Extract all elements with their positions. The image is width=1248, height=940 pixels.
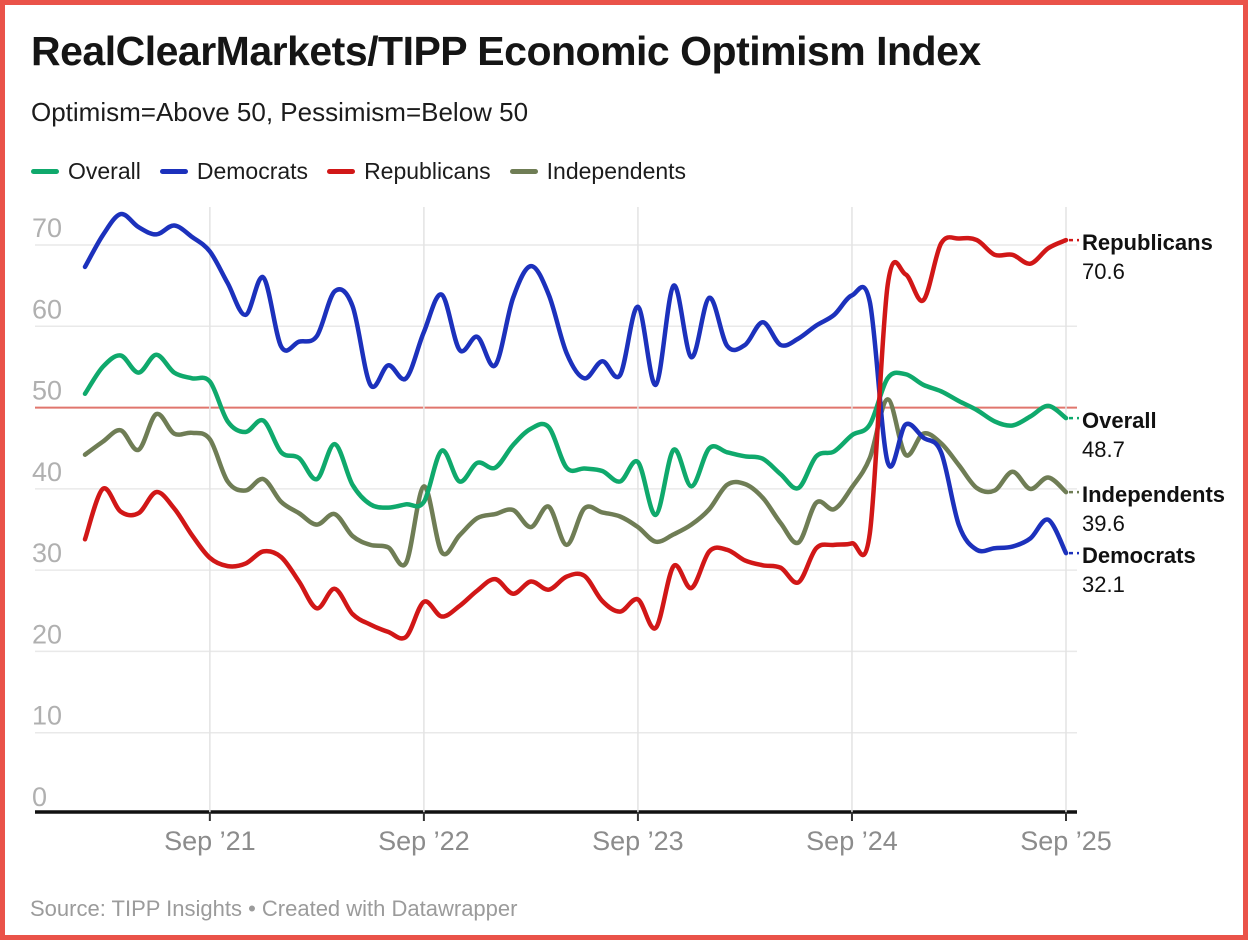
x-tick-label: Sep ’22 — [378, 826, 470, 856]
page-title: RealClearMarkets/TIPP Economic Optimism … — [31, 28, 981, 74]
overall-swatch-icon — [31, 169, 59, 174]
legend-item-independents: Independents — [509, 158, 687, 185]
line-chart: 0 10 20 30 40 50 60 70 Sep ’21 Sep ’22 Sep ’23 Sep … — [32, 207, 1112, 856]
end-label-series-value: 48.7 — [1082, 437, 1125, 463]
legend-item-overall: Overall — [31, 158, 141, 185]
end-label-independents: Independents 39.6 — [1082, 480, 1243, 538]
y-tick-label: 20 — [32, 619, 62, 649]
legend-label: Overall — [68, 158, 141, 184]
series-line-republicans — [82, 235, 1069, 641]
republicans-swatch-icon — [327, 169, 356, 174]
end-label-democrats: Democrats 32.1 — [1082, 541, 1243, 599]
series-line-independents — [82, 397, 1069, 568]
legend-label: Democrats — [196, 158, 309, 184]
legend-label: Republicans — [364, 158, 491, 184]
end-label-overall: Overall 48.7 — [1082, 406, 1243, 464]
y-tick-label: 40 — [32, 457, 62, 487]
y-tick-label: 0 — [32, 782, 47, 812]
series-line-overall — [82, 352, 1069, 518]
y-tick-label: 10 — [32, 701, 62, 731]
democrats-swatch-icon — [159, 169, 188, 174]
y-tick-label: 70 — [32, 213, 62, 243]
independents-swatch-icon — [509, 169, 538, 174]
legend-item-republicans: Republicans — [327, 158, 491, 185]
x-tick-label: Sep ’24 — [806, 826, 898, 856]
series-line-democrats — [82, 211, 1069, 556]
end-label-series-name: Republicans — [1082, 230, 1213, 256]
legend: Overall Democrats Republicans Independen… — [31, 158, 686, 185]
end-label-series-name: Democrats — [1082, 543, 1196, 569]
y-tick-label: 30 — [32, 538, 62, 568]
end-label-series-value: 32.1 — [1082, 572, 1125, 598]
y-tick-label: 50 — [32, 376, 62, 406]
x-tick-label: Sep ’21 — [164, 826, 256, 856]
end-label-series-value: 39.6 — [1082, 511, 1125, 537]
end-label-republicans: Republicans 70.6 — [1082, 228, 1243, 286]
source-note: Source: TIPP Insights • Created with Dat… — [30, 896, 518, 921]
chart-subtitle: Optimism=Above 50, Pessimism=Below 50 — [31, 97, 529, 127]
end-label-series-name: Overall — [1082, 408, 1157, 434]
end-label-series-value: 70.6 — [1082, 259, 1125, 285]
legend-item-democrats: Democrats — [159, 158, 309, 185]
x-tick-label: Sep ’25 — [1020, 826, 1112, 856]
y-tick-label: 60 — [32, 294, 62, 324]
end-label-series-name: Independents — [1082, 482, 1226, 508]
legend-label: Independents — [546, 158, 687, 184]
x-tick-label: Sep ’23 — [592, 826, 684, 856]
